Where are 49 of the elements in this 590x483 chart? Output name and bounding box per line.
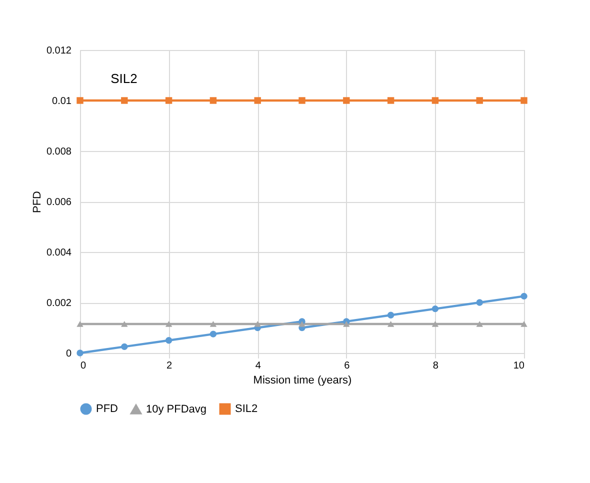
point bbox=[76, 321, 84, 327]
point bbox=[165, 337, 172, 344]
x-tick-label: 4 bbox=[255, 360, 262, 372]
point bbox=[476, 97, 483, 104]
point bbox=[343, 321, 350, 327]
point bbox=[387, 312, 394, 318]
point bbox=[254, 321, 261, 327]
point bbox=[432, 321, 439, 327]
y-tick-label: 0.006 bbox=[46, 197, 72, 208]
y-axis-title: PFD bbox=[31, 190, 44, 213]
point bbox=[121, 321, 128, 327]
point bbox=[121, 343, 128, 350]
x-tick-label: 2 bbox=[166, 360, 173, 372]
y-tick-label: 0 bbox=[66, 348, 72, 360]
y-tick-label: 0.002 bbox=[46, 298, 72, 309]
point bbox=[298, 321, 306, 327]
x-tick-label: 10 bbox=[513, 360, 525, 372]
point bbox=[165, 321, 172, 327]
y-tick-label: 0.004 bbox=[46, 248, 72, 258]
point bbox=[520, 292, 528, 300]
point bbox=[254, 97, 261, 104]
point bbox=[476, 321, 483, 327]
point bbox=[76, 350, 84, 356]
x-tick-label: 0 bbox=[80, 360, 86, 372]
point bbox=[76, 97, 84, 104]
point bbox=[210, 97, 217, 104]
annotation: SIL2 bbox=[110, 71, 138, 86]
point bbox=[165, 97, 172, 104]
point bbox=[121, 97, 128, 104]
point bbox=[343, 97, 350, 104]
point bbox=[210, 321, 217, 327]
x-tick-label: 8 bbox=[432, 360, 439, 372]
x-axis-title: Mission time (years) bbox=[253, 374, 352, 386]
point bbox=[387, 97, 394, 104]
point bbox=[432, 305, 439, 312]
x-tick-label: 6 bbox=[344, 360, 350, 372]
legend-label: 10y PFDavg bbox=[146, 403, 207, 416]
point bbox=[210, 330, 217, 338]
point bbox=[520, 97, 528, 104]
y-tick-label: 0.012 bbox=[46, 46, 72, 56]
point bbox=[476, 299, 483, 306]
point bbox=[298, 97, 306, 104]
point bbox=[520, 321, 528, 327]
y-tick-label: 0.01 bbox=[52, 96, 72, 107]
point bbox=[387, 321, 394, 327]
point bbox=[432, 97, 439, 104]
legend-label: SIL2 bbox=[235, 403, 258, 415]
legend-label: PFD bbox=[96, 403, 118, 415]
y-tick-label: 0.008 bbox=[46, 146, 72, 158]
